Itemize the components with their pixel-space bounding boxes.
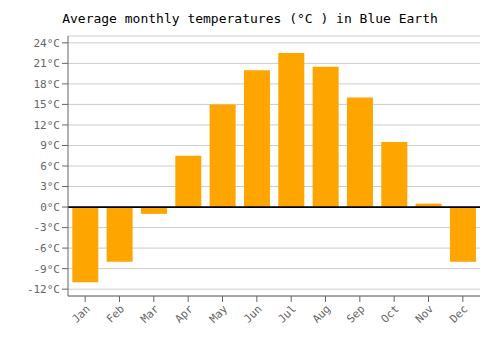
svg-text:12°C: 12°C — [34, 119, 61, 132]
svg-text:3°C: 3°C — [40, 180, 60, 193]
svg-text:Apr: Apr — [173, 302, 197, 326]
svg-text:24°C: 24°C — [34, 37, 61, 50]
svg-text:-6°C: -6°C — [34, 242, 61, 255]
svg-text:Sep: Sep — [344, 302, 367, 325]
svg-text:Nov: Nov — [413, 302, 437, 326]
svg-text:Mar: Mar — [138, 302, 162, 326]
svg-text:Feb: Feb — [104, 302, 127, 325]
svg-text:May: May — [207, 302, 231, 326]
html-text:Average monthly temperatures (: Average monthly temperatures (°C ) in Bl… — [62, 11, 438, 26]
svg-text:-3°C: -3°C — [34, 221, 61, 234]
svg-text:0°C: 0°C — [40, 201, 60, 214]
svg-text:Jan: Jan — [70, 302, 93, 325]
svg-text:18°C: 18°C — [34, 78, 61, 91]
svg-text:Oct: Oct — [379, 302, 402, 325]
svg-text:Aug: Aug — [310, 302, 333, 325]
svg-text:Dec: Dec — [447, 302, 470, 325]
svg-text:6°C: 6°C — [40, 160, 60, 173]
svg-text:21°C: 21°C — [34, 57, 61, 70]
svg-text:-9°C: -9°C — [34, 263, 61, 276]
svg-text:-12°C: -12°C — [27, 283, 60, 296]
svg-text:9°C: 9°C — [40, 139, 60, 152]
svg-text:Jul: Jul — [276, 302, 299, 325]
svg-text:15°C: 15°C — [34, 98, 61, 111]
svg-text:Jun: Jun — [241, 302, 264, 325]
